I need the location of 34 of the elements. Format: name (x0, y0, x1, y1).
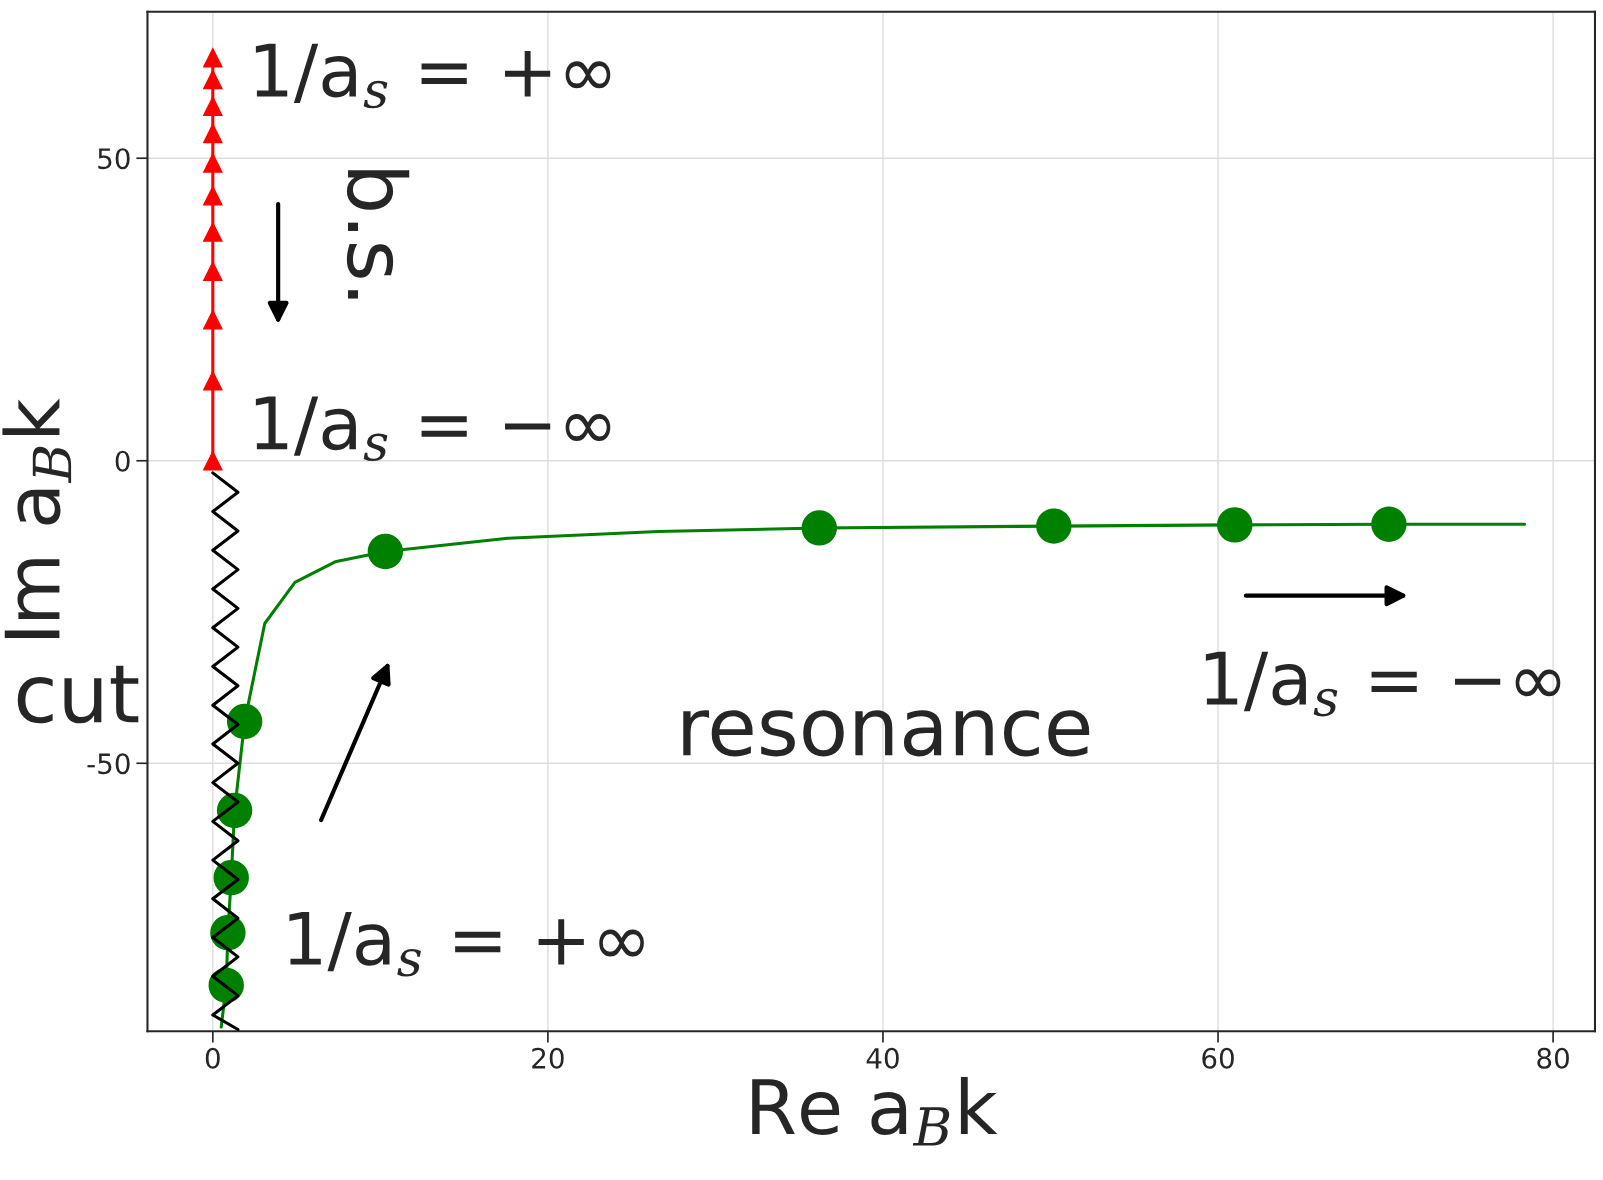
y-tick-label: -50 (87, 753, 130, 775)
point (367, 533, 404, 570)
point (203, 186, 223, 206)
text: cut (17, 665, 139, 724)
point (203, 310, 223, 330)
point (226, 703, 263, 740)
annotation: 1/a$_{s}$ = −∞ (255, 396, 611, 462)
y-tick-label: 50 (98, 148, 130, 170)
point (1371, 506, 1407, 542)
point (1036, 508, 1072, 544)
point (203, 96, 223, 116)
x-tick-label: 80 (1537, 1047, 1569, 1069)
point (203, 222, 223, 242)
y-axis-title: Im a$_{B}$k (2, 398, 72, 638)
y-tick-label: 0 (115, 450, 130, 472)
point (1217, 507, 1253, 543)
annotation: 1/a$_{s}$ = +∞ (255, 43, 611, 109)
x-tick-label: 20 (532, 1047, 564, 1069)
annotation: resonance (683, 710, 1090, 757)
point (203, 48, 223, 68)
point (801, 510, 837, 546)
annotation: b.s. (346, 170, 410, 299)
point (203, 261, 223, 282)
annotation: 1/a$_{s}$ = +∞ (289, 911, 644, 977)
point (203, 371, 223, 391)
point (203, 69, 223, 90)
point (203, 123, 223, 144)
x-tick-label: 60 (1202, 1047, 1234, 1069)
x-tick-label: 40 (866, 1047, 899, 1069)
point (203, 153, 223, 173)
annotation: 1/a$_{s}$ = −∞ (1205, 651, 1561, 717)
point (203, 451, 223, 471)
x-axis-title: Re a$_{B}$k (752, 1076, 998, 1146)
x-tick-label: 0 (205, 1047, 220, 1069)
